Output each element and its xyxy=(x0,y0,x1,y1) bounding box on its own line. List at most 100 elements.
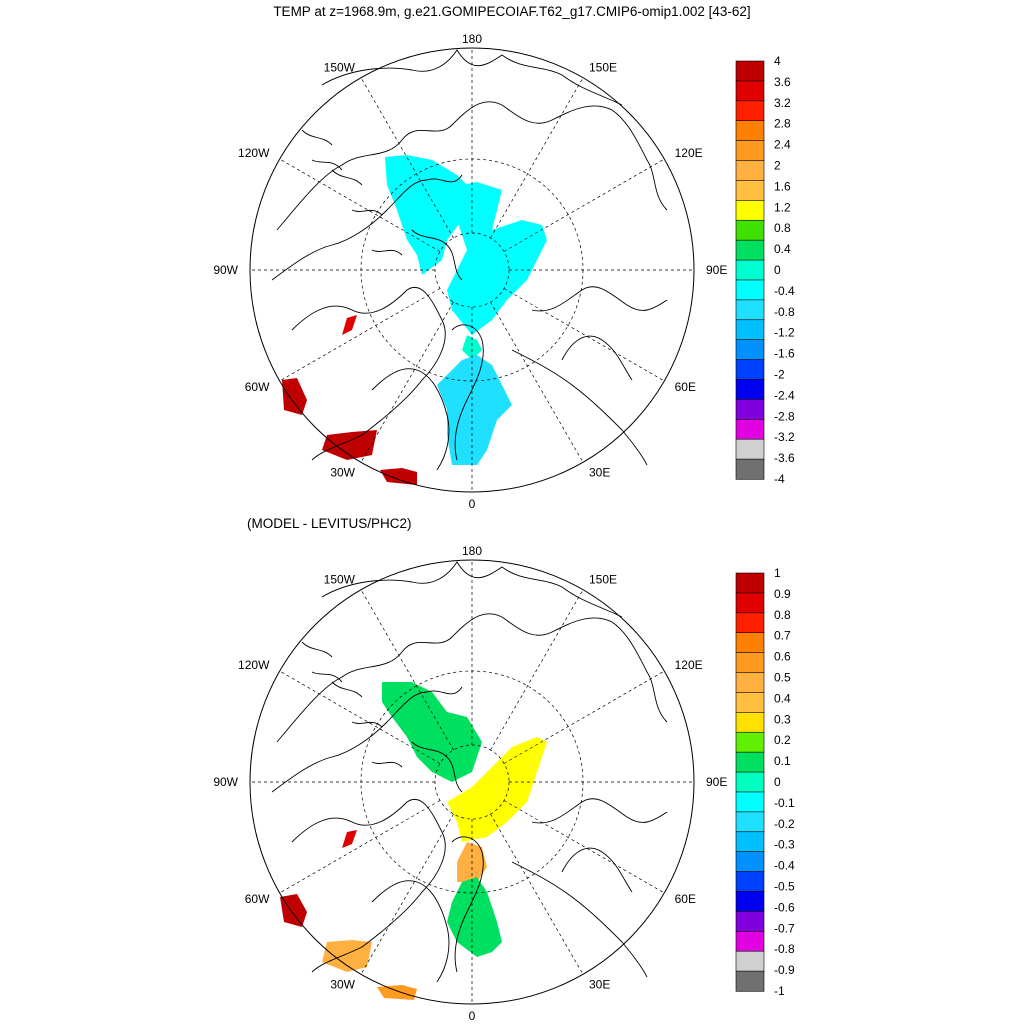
region-baffin-bay xyxy=(342,315,357,335)
region-fram-strait xyxy=(462,335,482,360)
longitude-label: 30E xyxy=(589,466,610,480)
colorbar-tick-label: 0.8 xyxy=(774,221,791,235)
longitude-label: 120E xyxy=(675,658,703,672)
colorbar-swatch xyxy=(735,140,765,162)
colorbar-swatch xyxy=(735,339,765,361)
colorbar-tick-label: -0.9 xyxy=(774,963,795,977)
difference-map: (MODEL - LEVITUS/PHC2) 180 150E 120E 90E 60E… xyxy=(213,516,795,1023)
colorbar-tick-label: -0.8 xyxy=(774,942,795,956)
colorbar-tick-label: -0.7 xyxy=(774,921,795,935)
colorbar-swatch xyxy=(735,200,765,221)
map-boundary xyxy=(249,47,695,493)
colorbar-swatch xyxy=(735,612,765,634)
colorbar-swatch xyxy=(735,831,765,853)
longitude-label: 0 xyxy=(469,497,476,511)
meridian-lines xyxy=(250,48,694,492)
colorbar-swatch xyxy=(735,160,765,182)
colorbar-swatch xyxy=(735,418,765,440)
colorbar-tick-label: 3.2 xyxy=(774,96,791,110)
colorbar-swatch xyxy=(735,672,765,694)
longitude-label: 120W xyxy=(238,146,270,160)
meridian-line xyxy=(503,670,665,764)
longitude-label: 90W xyxy=(213,263,238,277)
region-irminger-sea xyxy=(322,430,377,460)
region-labrador-sea xyxy=(280,894,307,927)
meridian-line xyxy=(279,670,441,764)
colorbar-swatch xyxy=(735,259,765,281)
region-canada-basin xyxy=(382,682,482,782)
colorbar-tick-label: 0.3 xyxy=(774,712,791,726)
longitude-label: 90E xyxy=(706,775,727,789)
longitude-label: 60E xyxy=(675,380,696,394)
colorbar-tick-label: 1.2 xyxy=(774,200,791,214)
longitude-label: 30W xyxy=(330,978,355,992)
colorbar-tick-label: -3.6 xyxy=(774,451,795,465)
longitude-label: 180 xyxy=(462,544,482,558)
colorbar-swatch xyxy=(735,438,765,460)
meridian-line xyxy=(360,301,454,463)
colorbar-swatch xyxy=(735,180,765,201)
longitude-label: 0 xyxy=(469,1009,476,1023)
meridian-line xyxy=(279,800,441,894)
colorbar-swatch xyxy=(735,970,765,992)
longitude-label: 120W xyxy=(238,658,270,672)
colorbar-tick-label: 3.6 xyxy=(774,75,791,89)
temperature-colorbar: 4 3.6 3.2 2.8 2.4 2 1.6 1.2 0.8 0.4 0 -0.4 -0.8 -1.2 -… xyxy=(735,54,795,486)
meridian-line xyxy=(490,813,584,975)
colorbar-swatch xyxy=(735,692,765,713)
colorbar-tick-label: 0.9 xyxy=(774,587,791,601)
colorbar-tick-label: -0.8 xyxy=(774,305,795,319)
difference-map-title: (MODEL - LEVITUS/PHC2) xyxy=(247,516,412,531)
colorbar-swatch xyxy=(735,219,765,241)
colorbar-tick-label: -0.4 xyxy=(774,284,795,298)
colorbar-tick-label: -3.2 xyxy=(774,430,795,444)
longitude-label: 90E xyxy=(706,263,727,277)
longitude-label: 150W xyxy=(324,572,356,586)
colorbar-tick-label: 0.8 xyxy=(774,608,791,622)
meridian-line xyxy=(360,77,454,239)
map-boundary xyxy=(249,559,695,1005)
longitude-label: 180 xyxy=(462,32,482,46)
colorbar-swatch xyxy=(735,771,765,793)
region-baffin-bay xyxy=(342,830,357,848)
difference-colorbar: 1 0.9 0.8 0.7 0.6 0.5 0.4 0.3 0.2 0.1 0 -0.1 -0.2 -0.… xyxy=(735,566,795,998)
colorbar-swatch xyxy=(735,632,765,654)
region-north-atlantic xyxy=(377,985,417,1000)
colorbar-tick-label: -0.6 xyxy=(774,900,795,914)
colorbar-tick-label: -0.5 xyxy=(774,880,795,894)
colorbar-swatch xyxy=(735,458,765,480)
colorbar-swatch xyxy=(735,100,765,122)
meridian-line xyxy=(360,813,454,975)
longitude-label: 150E xyxy=(589,60,617,74)
colorbar-tick-label: 0 xyxy=(774,263,781,277)
longitude-labels: 180 150E 120E 90E 60E 30E 0 30W 60W 90W 120W 150W xyxy=(213,544,727,1023)
colorbar-swatch xyxy=(735,120,765,142)
colorbar-swatch xyxy=(735,652,765,674)
colorbar-tick-label: -2 xyxy=(774,368,785,382)
longitude-label: 30W xyxy=(330,466,355,480)
colorbar-swatch xyxy=(735,851,765,873)
colorbar-tick-label: -0.3 xyxy=(774,838,795,852)
longitude-label: 150E xyxy=(589,572,617,586)
colorbar-tick-label: 1.6 xyxy=(774,179,791,193)
colorbar-tick-label: 2 xyxy=(774,159,781,173)
meridian-line xyxy=(503,158,665,252)
region-eurasian-basin xyxy=(447,182,547,335)
colorbar-tick-label: -0.4 xyxy=(774,859,795,873)
colorbar-swatch xyxy=(735,891,765,912)
colorbar-tick-label: -1.6 xyxy=(774,347,795,361)
meridian-line xyxy=(490,589,584,751)
colorbar-swatch xyxy=(735,911,765,932)
colorbar-swatch xyxy=(735,930,765,952)
colorbar-tick-label: 0.6 xyxy=(774,650,791,664)
meridian-line xyxy=(279,158,441,252)
colorbar-tick-label: -0.2 xyxy=(774,817,795,831)
colorbar-swatch xyxy=(735,751,765,773)
longitude-labels: 180 150E 120E 90E 60E 30E 0 30W 60W 90W 120W 150W xyxy=(213,32,727,511)
colorbar-swatch xyxy=(735,592,765,614)
difference-field xyxy=(280,682,547,1000)
colorbar-swatch xyxy=(735,731,765,753)
meridian-line xyxy=(360,589,454,751)
longitude-label: 60E xyxy=(675,892,696,906)
colorbar-swatch xyxy=(735,60,765,82)
